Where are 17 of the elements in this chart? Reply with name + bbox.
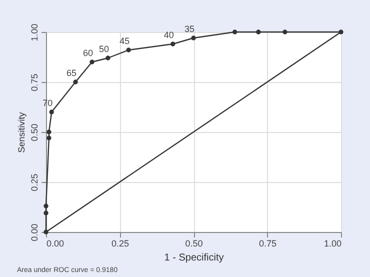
annotation: 60 [83,48,94,58]
x-axis-title: 1 - Specificity [164,252,224,264]
annotation: 65 [66,68,77,78]
x-tick-label: 0.50 [185,238,203,248]
annotation: 50 [98,44,109,54]
annotation: 45 [120,36,130,46]
y-tick-label: 1.00 [30,24,40,42]
x-tick-label: 0.25 [111,238,130,248]
y-axis-title: Sensitivity [16,112,26,153]
y-tick-label: 0.75 [30,74,40,92]
y-tick-label: 0.25 [30,174,40,192]
annotation: 40 [164,30,174,40]
annotation: 35 [184,24,195,34]
y-tick-label: 0.50 [30,124,40,142]
x-tick-label: 1.00 [324,238,342,248]
x-tick-label: 0.00 [46,238,64,248]
x-tick-label: 0.75 [258,238,277,248]
